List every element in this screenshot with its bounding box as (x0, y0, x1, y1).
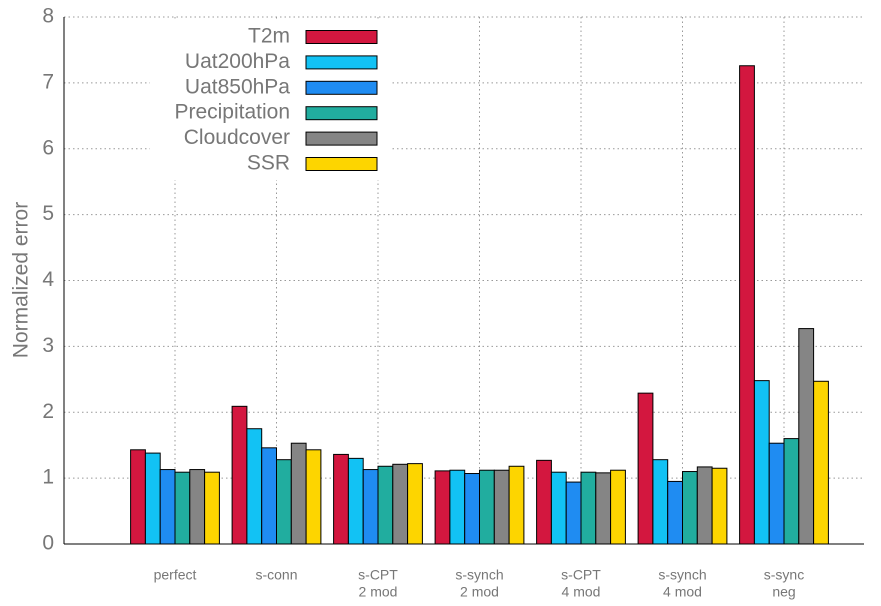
bar (392, 463, 409, 545)
y-tick-label: 6 (42, 136, 54, 159)
bar (637, 392, 654, 545)
bar (305, 449, 322, 545)
legend-label: SSR (247, 152, 290, 175)
bar (144, 452, 161, 545)
legend-swatch (305, 157, 378, 171)
bar (130, 449, 146, 545)
bar (610, 469, 626, 545)
y-tick-label: 4 (42, 268, 54, 291)
bar (652, 459, 669, 545)
x-tick-label: 4 mod (663, 584, 702, 600)
x-tick-label: s-sync (764, 567, 804, 583)
legend-box (150, 20, 390, 180)
bar (407, 463, 423, 545)
bar (159, 469, 176, 545)
bar (276, 459, 292, 545)
bar (550, 471, 567, 545)
bar (189, 469, 206, 545)
x-tick-label: perfect (154, 567, 197, 583)
bar (595, 472, 612, 545)
bar (580, 471, 597, 545)
bar (536, 459, 552, 545)
x-tick-label: s-synch (658, 567, 706, 583)
bar (174, 471, 191, 545)
x-tick-label: 2 mod (460, 584, 499, 600)
bar (464, 473, 481, 545)
bar (231, 405, 248, 545)
bar (377, 465, 394, 545)
bar (508, 465, 525, 545)
bar (246, 428, 263, 545)
bar (479, 469, 495, 545)
x-tick-label: 2 mod (359, 584, 398, 600)
y-tick-label: 7 (42, 70, 54, 93)
bar (667, 480, 684, 545)
legend-swatch (305, 106, 378, 121)
legend-label: Uat850hPa (185, 75, 290, 98)
y-tick-label: 0 (42, 532, 54, 555)
bar (362, 469, 379, 545)
bar (434, 470, 451, 545)
bar (768, 442, 785, 545)
bar (711, 467, 728, 545)
bar (565, 481, 582, 545)
bar (204, 471, 220, 545)
bar (798, 328, 815, 545)
x-tick-label: s-CPT (358, 567, 398, 583)
legend-label: Uat200hPa (185, 50, 290, 73)
x-tick-label: s-CPT (561, 567, 601, 583)
y-tick-label: 2 (42, 400, 54, 423)
y-tick-label: 8 (42, 5, 54, 28)
y-tick-label: 1 (42, 466, 54, 489)
bar (347, 457, 364, 545)
x-tick-label: 4 mod (562, 584, 601, 600)
x-tick-label: s-synch (455, 567, 503, 583)
bar (290, 442, 307, 545)
bar (682, 471, 698, 545)
x-tick-label: s-conn (255, 567, 297, 583)
bar (493, 469, 510, 545)
legend-swatch (305, 131, 378, 146)
bar (739, 65, 755, 545)
bar (333, 453, 349, 545)
legend-swatch (305, 80, 378, 95)
y-tick-label: 3 (42, 334, 54, 357)
y-axis-label: Normalized error (10, 202, 33, 358)
bar (696, 466, 713, 545)
x-tick-label: neg (772, 584, 795, 600)
legend-label: T2m (248, 25, 290, 48)
legend-label: Cloudcover (184, 126, 290, 149)
bar (753, 380, 770, 545)
bar (449, 469, 466, 545)
bar (261, 447, 278, 545)
legend-swatch (305, 30, 378, 44)
y-tick-label: 5 (42, 202, 54, 225)
bar (813, 380, 829, 545)
legend-label: Precipitation (174, 101, 290, 124)
legend-swatch (305, 55, 378, 70)
bar (783, 438, 800, 545)
